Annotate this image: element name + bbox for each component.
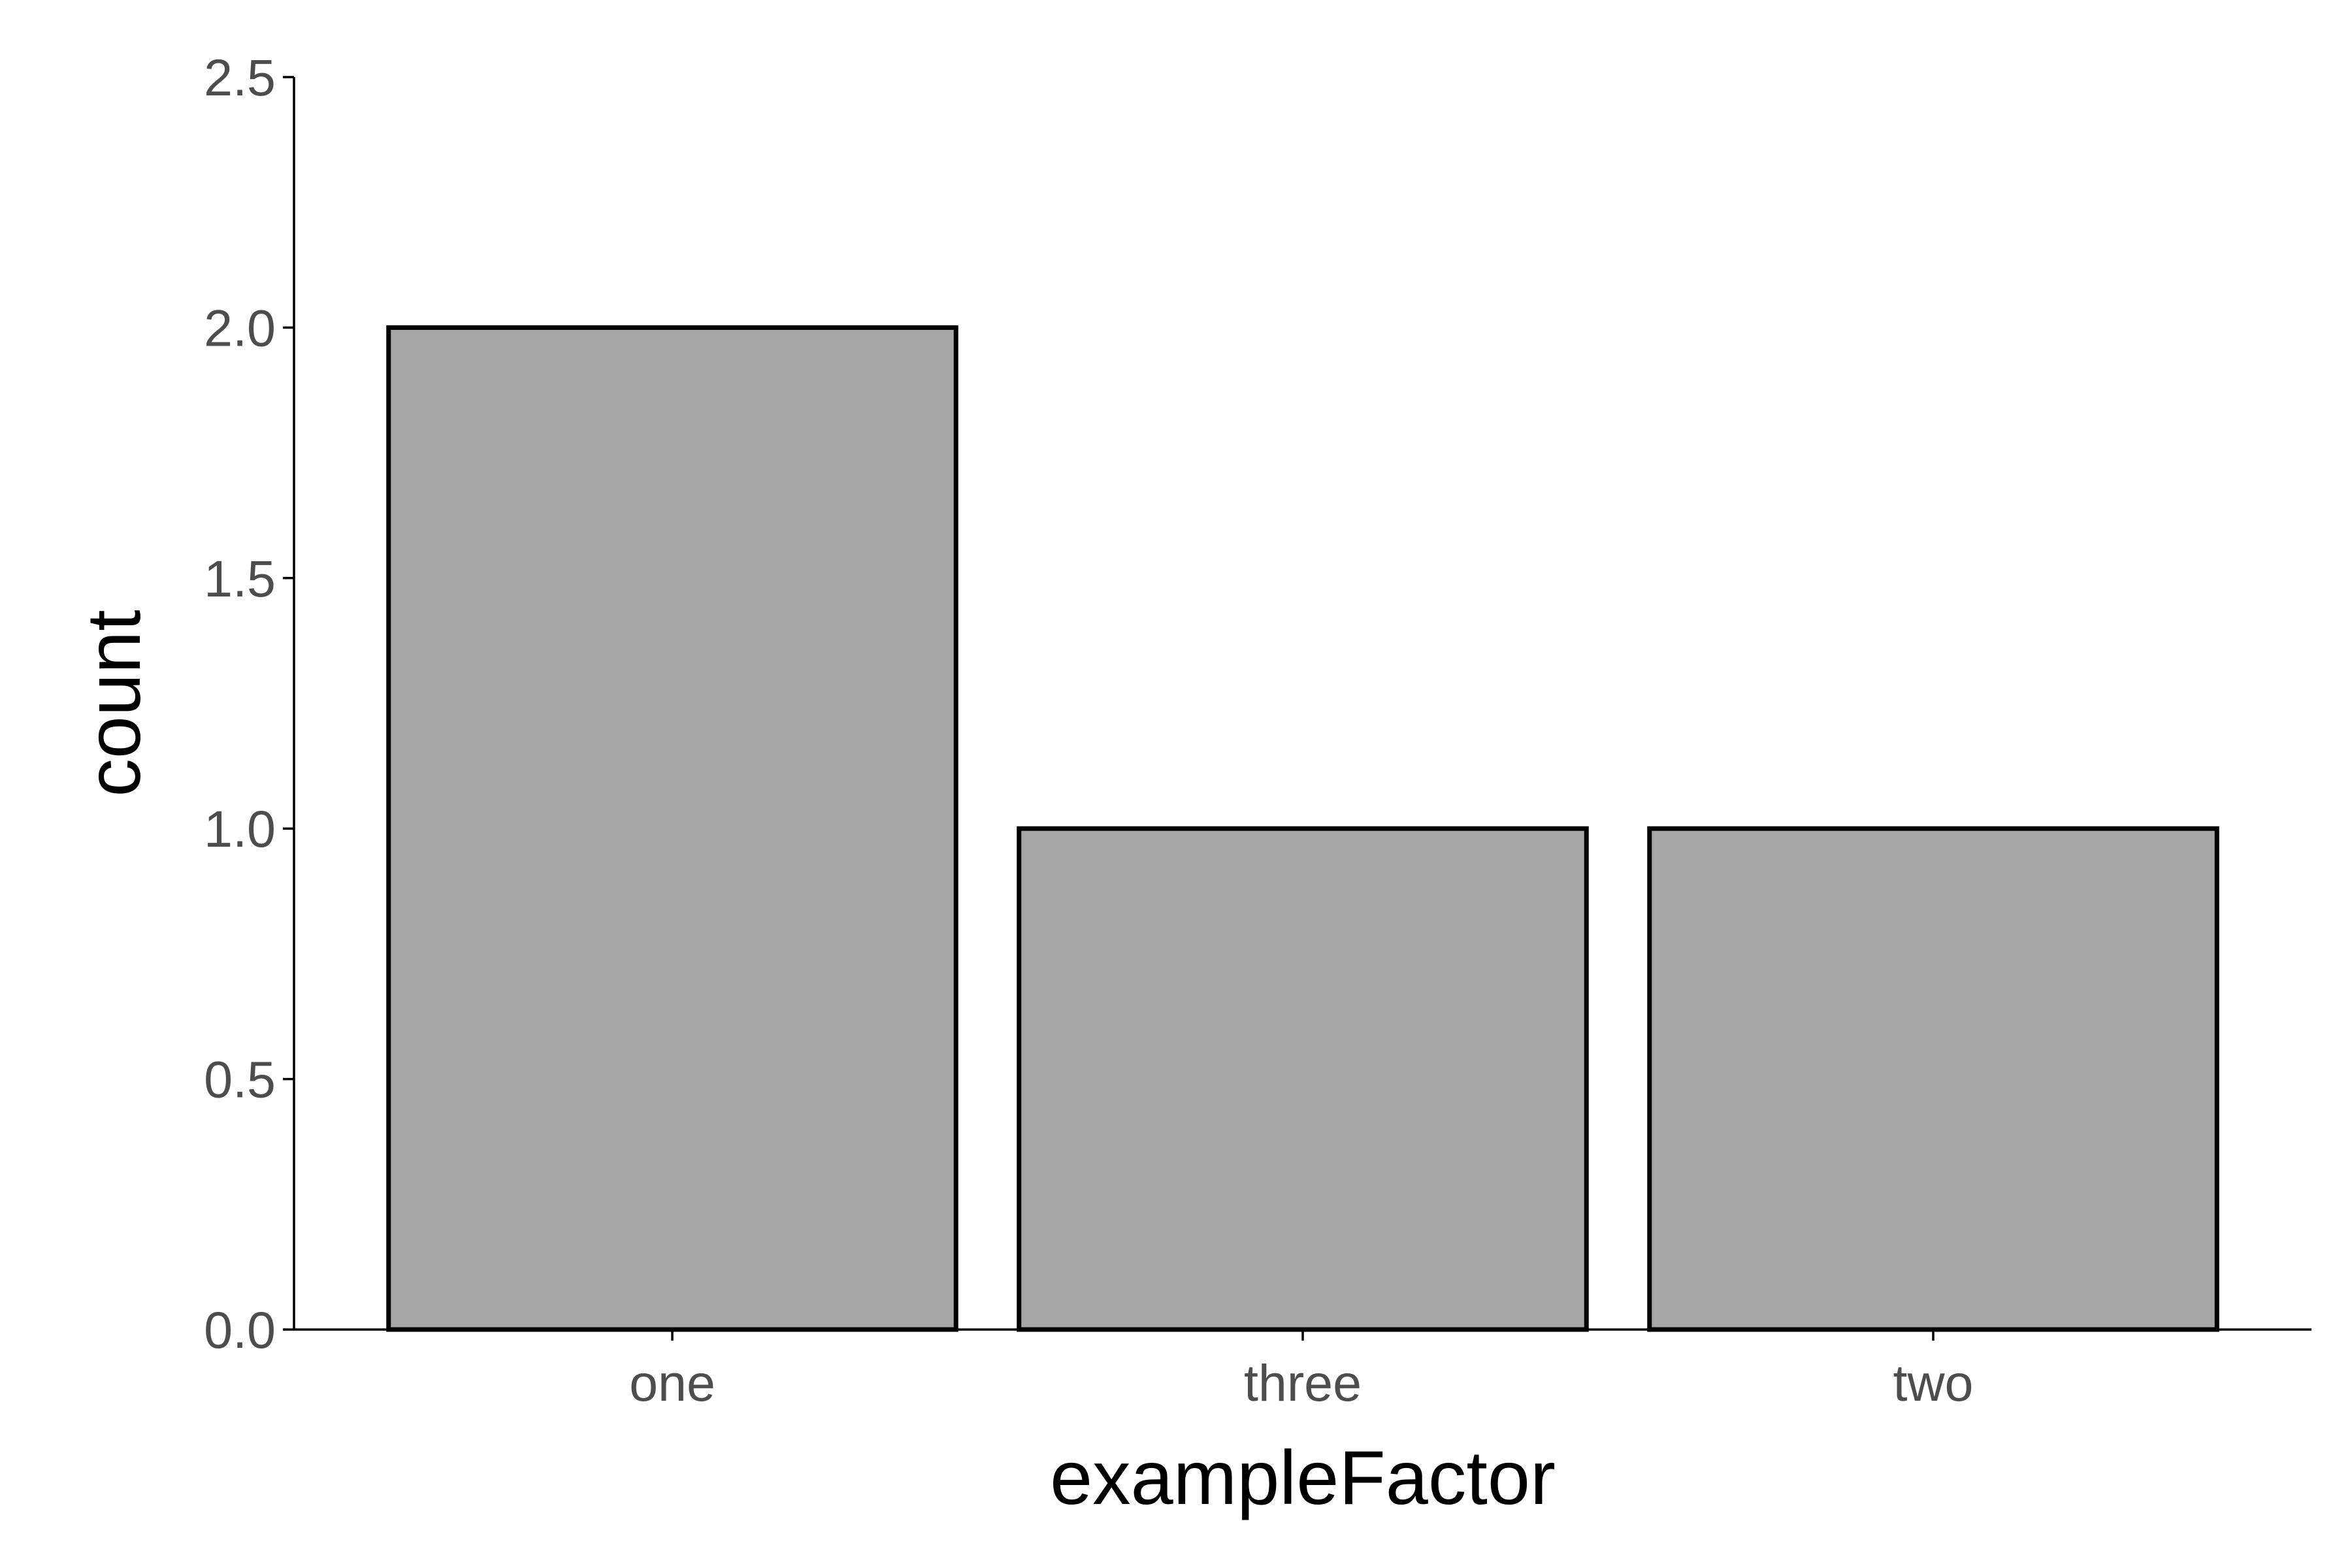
y-tick-label: 2.5 xyxy=(204,48,276,106)
y-tick-label: 1.0 xyxy=(204,800,276,858)
x-axis: one three two xyxy=(294,1328,2311,1412)
x-axis-title: exampleFactor xyxy=(1050,1435,1556,1520)
y-axis: 0.0 0.5 1.0 1.5 2.0 2.5 xyxy=(204,48,295,1359)
bar-one xyxy=(386,325,958,1332)
y-tick-label: 0.5 xyxy=(204,1051,276,1109)
bar-two xyxy=(1647,826,2219,1332)
bars xyxy=(386,325,2219,1332)
y-tick-label: 1.5 xyxy=(204,549,276,608)
y-axis-title: count xyxy=(71,610,156,796)
x-tick-label: three xyxy=(1244,1354,1362,1412)
y-tick-label: 0.0 xyxy=(204,1301,276,1359)
y-tick-label: 2.0 xyxy=(204,299,276,357)
x-tick-label: two xyxy=(1893,1354,1974,1412)
plot-area: 0.0 0.5 1.0 1.5 2.0 2.5 one three two xyxy=(204,48,2311,1412)
bar-three xyxy=(1017,826,1589,1332)
x-tick-label: one xyxy=(629,1354,715,1412)
